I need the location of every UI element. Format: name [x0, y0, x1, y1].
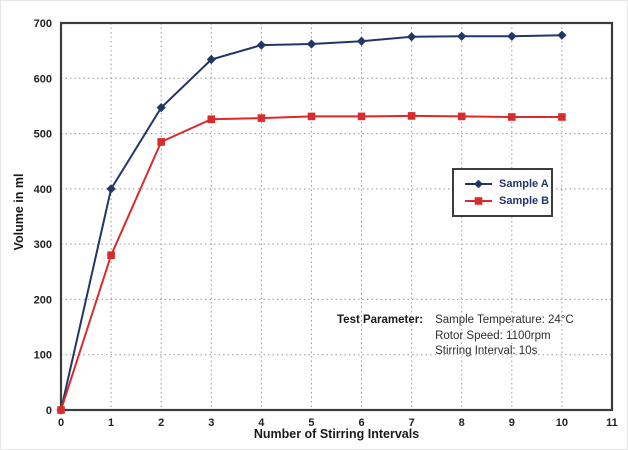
test-parameter-annotation: Test Parameter: Sample Temperature: 24°C…	[337, 313, 574, 360]
legend: Sample A Sample B	[452, 168, 553, 217]
data-point-sample-a-x6	[356, 36, 367, 46]
x-tick-label-0: 0	[58, 417, 64, 429]
data-point-sample-a-x4	[256, 40, 266, 50]
y-tick-label-400: 400	[34, 184, 52, 196]
legend-item-sample-a: Sample A	[465, 178, 551, 190]
y-tick-label-100: 100	[34, 350, 52, 362]
data-point-sample-b-x9	[508, 113, 516, 121]
x-tick-label-6: 6	[358, 417, 364, 429]
x-tick-label-3: 3	[208, 417, 214, 429]
plot-border	[59, 21, 614, 412]
y-axis-title: Volume in ml	[12, 173, 26, 251]
legend-label-sample-b: Sample B	[499, 195, 550, 207]
data-point-sample-b-x2	[157, 138, 165, 146]
x-tick-label-8: 8	[459, 417, 465, 429]
y-tick-label-600: 600	[34, 73, 52, 85]
x-tick-label-9: 9	[509, 417, 515, 429]
data-point-sample-b-x8	[457, 112, 466, 121]
data-point-sample-a-x8	[457, 31, 467, 41]
data-point-sample-a-x9	[507, 31, 517, 41]
data-point-sample-a-x7	[407, 32, 417, 42]
sample-a-line-marker-icon	[465, 179, 492, 189]
x-tick-label-1: 1	[108, 417, 114, 429]
data-point-sample-b-x10	[558, 113, 566, 121]
data-point-sample-a-x5	[306, 39, 317, 49]
x-tick-label-7: 7	[409, 417, 415, 429]
y-tick-label-500: 500	[34, 129, 52, 141]
x-tick-label-2: 2	[158, 417, 164, 429]
data-point-sample-b-x1	[107, 251, 115, 259]
y-tick-label-300: 300	[34, 239, 52, 251]
data-point-sample-b-x3	[207, 115, 216, 123]
y-tick-label-200: 200	[34, 294, 52, 306]
data-point-sample-b-x7	[407, 112, 416, 120]
data-point-sample-a-x3	[206, 54, 216, 65]
legend-label-sample-a: Sample A	[499, 178, 549, 190]
x-tick-label-4: 4	[258, 417, 265, 429]
data-point-sample-b-x0	[57, 406, 65, 414]
annotation-line: Rotor Speed: 1100rpm	[435, 329, 551, 342]
data-point-sample-b-x5	[307, 112, 316, 121]
sample-b-line-marker-icon	[465, 196, 492, 206]
annotation-line: Stirring Interval: 10s	[435, 345, 538, 357]
annotation-label: Test Parameter:	[337, 314, 424, 326]
data-point-sample-a-x1	[106, 184, 116, 194]
annotation-line: Sample Temperature: 24°C	[435, 314, 574, 326]
legend-item-sample-b: Sample B	[465, 195, 551, 207]
y-tick-label-0: 0	[46, 405, 52, 417]
data-point-sample-b-x6	[357, 112, 366, 121]
x-tick-label-11: 11	[606, 417, 618, 429]
data-point-sample-a-x10	[557, 30, 567, 40]
annotation-lines: Sample Temperature: 24°C Rotor Speed: 11…	[435, 313, 574, 360]
data-point-sample-b-x4	[257, 114, 266, 122]
data-point-sample-a-x2	[156, 103, 166, 113]
x-tick-label-10: 10	[556, 417, 568, 429]
x-tick-label-5: 5	[308, 417, 314, 429]
x-axis-title: Number of Stirring Intervals	[253, 427, 420, 441]
y-tick-label-700: 700	[34, 18, 52, 30]
